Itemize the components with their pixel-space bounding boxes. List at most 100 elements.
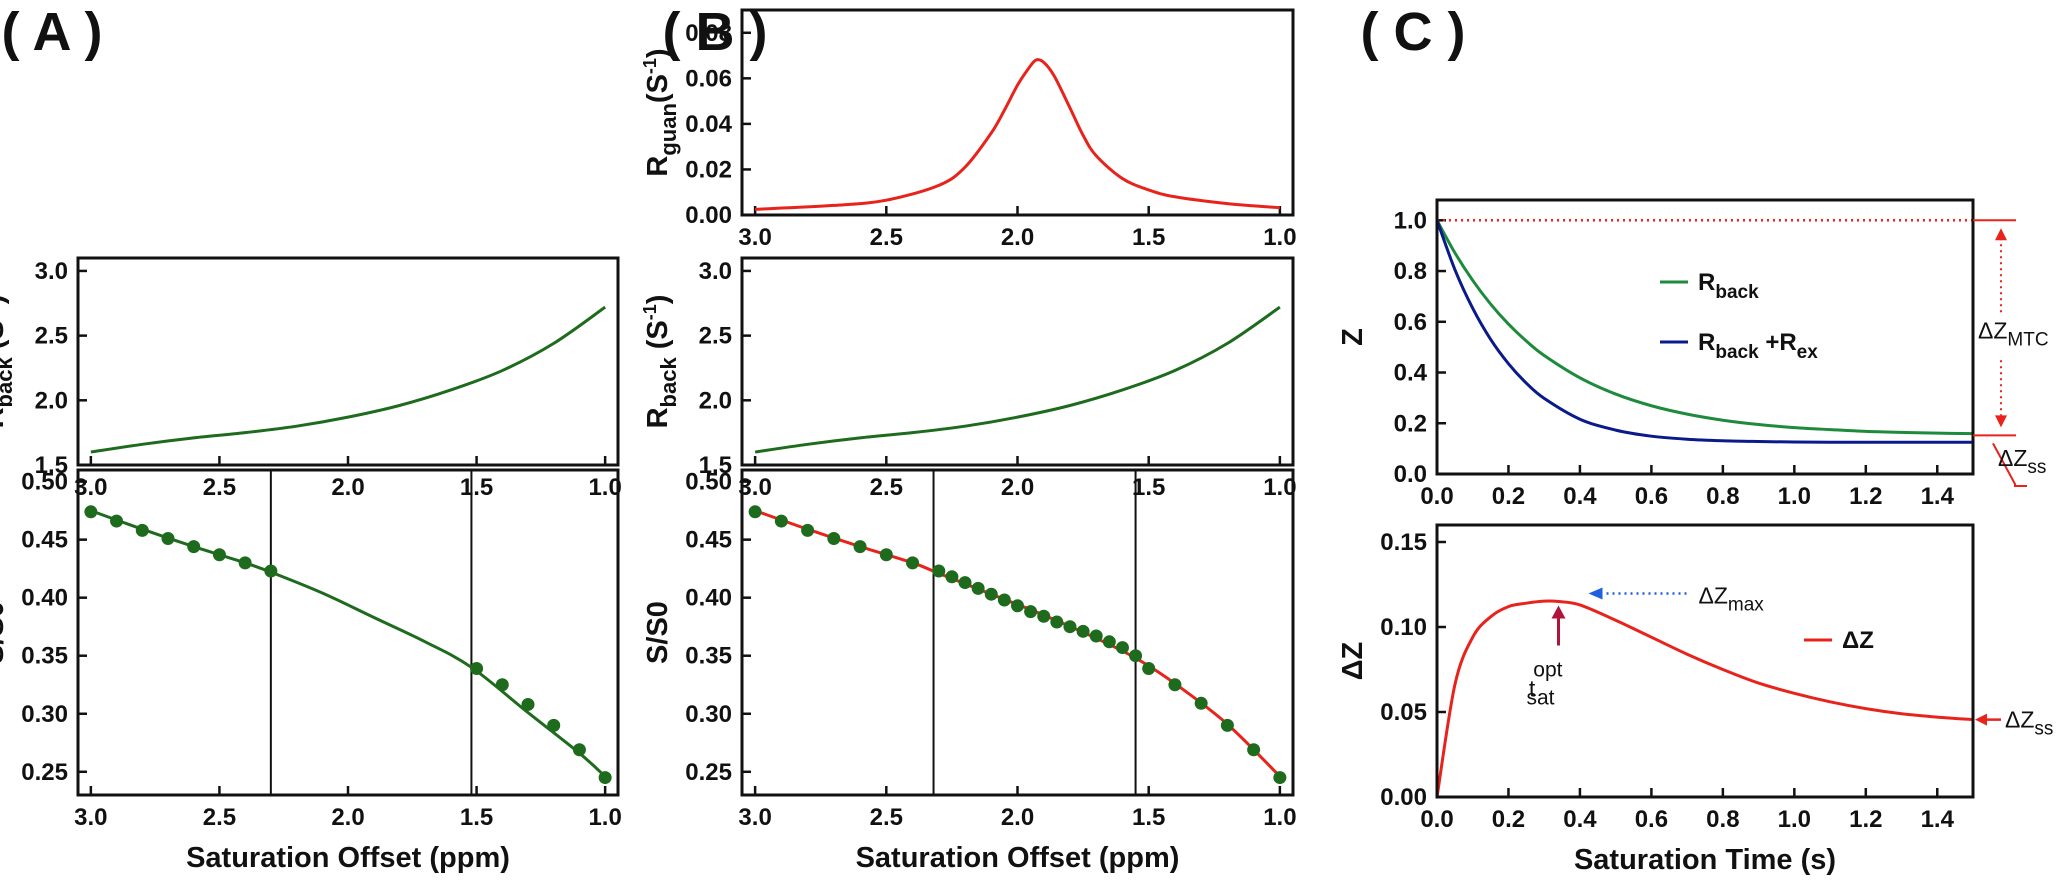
mtc-label: ΔZMTC xyxy=(1978,317,2049,350)
x-tick-label: 0.8 xyxy=(1706,483,1739,510)
series-line xyxy=(1435,599,1974,798)
data-point xyxy=(238,556,252,570)
data-point xyxy=(958,576,972,590)
y-tick-label: 0.45 xyxy=(21,527,68,554)
mtc-arrowhead-down xyxy=(1995,415,2007,428)
y-tick-label: 1.5 xyxy=(35,452,68,479)
x-tick-label: 2.0 xyxy=(1001,474,1034,501)
y-tick-label: 0.45 xyxy=(685,527,732,554)
mtc-label-main: ΔZ xyxy=(1978,317,2007,343)
y-tick-label: 2.5 xyxy=(35,323,68,350)
data-point xyxy=(495,678,509,692)
x-axis-title: Saturation Offset (ppm) xyxy=(186,842,510,874)
y-tick-label: 0.50 xyxy=(685,469,732,496)
plot-frame xyxy=(76,256,620,467)
y-tick-label: 0.06 xyxy=(685,65,732,92)
data-point xyxy=(264,564,278,578)
data-point xyxy=(1011,599,1024,613)
y-axis-title-unit: (S xyxy=(0,320,10,357)
ss-label-bottom-sub: ss xyxy=(2034,719,2053,740)
topt-label-sub: sat xyxy=(1526,687,1554,710)
y-axis-title: ΔZ xyxy=(1337,642,1369,681)
ss-label-top: ΔZss xyxy=(1998,445,2046,478)
y-axis-title-main: R xyxy=(0,407,10,428)
plot-frame xyxy=(740,468,1295,797)
x-tick-label: 1.0 xyxy=(1778,483,1811,510)
x-tick-label: 2.5 xyxy=(203,804,236,831)
data-point xyxy=(110,514,124,528)
y-tick-label: 0.25 xyxy=(21,759,68,786)
data-point xyxy=(470,661,484,675)
y-tick-label: 0.0 xyxy=(1394,461,1427,488)
data-point xyxy=(1115,641,1129,655)
y-axis-title-sup: -1 xyxy=(640,304,660,320)
x-tick-label: 1.0 xyxy=(1778,806,1811,833)
plot-frame xyxy=(1435,198,1975,476)
data-point xyxy=(853,540,867,554)
x-tick-label: 2.5 xyxy=(870,474,903,501)
y-tick-label: 0.6 xyxy=(1394,309,1427,336)
y-tick-label: 1.5 xyxy=(699,452,732,479)
plot-frame xyxy=(740,8,1295,217)
x-tick-label: 2.5 xyxy=(870,804,903,831)
y-tick-label: 0.2 xyxy=(1394,410,1427,437)
x-tick-label: 0.4 xyxy=(1563,483,1597,510)
x-tick-label: 1.5 xyxy=(460,474,493,501)
data-point xyxy=(187,540,201,554)
y-tick-label: 0.00 xyxy=(1380,784,1427,811)
data-point xyxy=(1102,635,1116,649)
panel-label-a: ( A ) xyxy=(2,2,103,62)
ss-arrowhead xyxy=(1975,713,1987,726)
legend-label: Rback +Rex xyxy=(1698,329,1818,363)
x-tick-label: 3.0 xyxy=(738,474,771,501)
chart-a-bottom: 3.0 2.5 2.0 1.5 1.0 0.25 0.30 0.35 0.40 0.45 0.50 S… xyxy=(0,468,622,874)
y-tick-label: 0.35 xyxy=(21,643,68,670)
legend-label-main: R xyxy=(1698,329,1715,356)
x-tick-label: 0.2 xyxy=(1492,483,1525,510)
data-point xyxy=(1089,629,1103,643)
x-tick-label: 2.0 xyxy=(331,804,364,831)
data-point xyxy=(1194,696,1208,710)
chart-b-top: 3.0 2.5 2.0 1.5 1.00.000.020.040.060.08Rguan… xyxy=(640,8,1297,251)
y-tick-label: 0.35 xyxy=(685,643,732,670)
data-point xyxy=(932,564,946,578)
y-tick-label: 0.25 xyxy=(685,759,732,786)
x-tick-label: 3.0 xyxy=(738,804,771,831)
ss-label-bottom: ΔZss xyxy=(2005,707,2053,740)
x-tick-label: 1.5 xyxy=(1132,804,1165,831)
data-point xyxy=(827,531,841,545)
series-line xyxy=(90,509,607,778)
y-tick-label: 2.0 xyxy=(699,387,732,414)
legend-label-extra-sub: ex xyxy=(1797,342,1819,363)
x-tick-label: 1.0 xyxy=(1263,224,1296,251)
data-point xyxy=(879,548,893,562)
data-point xyxy=(945,570,959,584)
x-tick-label: 3.0 xyxy=(74,804,107,831)
data-point xyxy=(1024,605,1038,619)
data-point xyxy=(521,697,535,711)
y-tick-label: 0.40 xyxy=(685,585,732,612)
y-tick-label: 0.10 xyxy=(1380,614,1427,641)
data-point xyxy=(1168,678,1182,692)
chart-c-top: 0.0 0.2 0.4 0.6 0.8 1.0 1.2 1.4 0.0 0.2 0.4 0.6 0.8 1… xyxy=(1337,198,2049,510)
x-tick-label: 1.5 xyxy=(1132,224,1165,251)
data-point xyxy=(1037,609,1051,623)
x-tick-label: 1.4 xyxy=(1921,483,1955,510)
max-label-main: ΔZ xyxy=(1698,583,1727,609)
y-tick-label: 0.15 xyxy=(1380,529,1427,556)
panel-label-c: ( C ) xyxy=(1361,2,1466,62)
topt-label-sup: opt xyxy=(1533,659,1562,682)
y-axis-title: S/S0 xyxy=(0,601,10,664)
legend-label-extra: +R xyxy=(1759,329,1797,356)
series-line xyxy=(1435,219,1974,436)
data-point xyxy=(801,523,815,537)
data-point xyxy=(1273,771,1287,785)
max-arrowhead xyxy=(1588,587,1603,600)
max-label: ΔZmax xyxy=(1698,583,1764,616)
series-line xyxy=(754,305,1281,454)
x-tick-label: 1.2 xyxy=(1849,806,1882,833)
y-axis-title-sub: back xyxy=(656,357,681,408)
x-tick-label: 0.6 xyxy=(1635,806,1668,833)
x-tick-label: 3.0 xyxy=(738,224,771,251)
